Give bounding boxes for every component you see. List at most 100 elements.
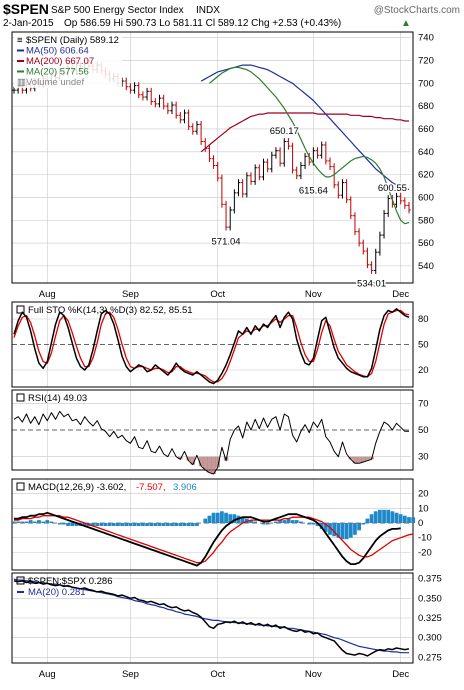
price-legend-entry: $SPEN (Daily) 589.12	[26, 35, 119, 46]
sto-tick-label: 80	[418, 314, 429, 325]
sto-tick-label: 50	[418, 340, 429, 351]
macd-histogram-bar	[353, 523, 357, 535]
macd-histogram-bar	[70, 523, 75, 526]
price-annotation: 600.55	[378, 183, 407, 194]
macd-signal-line	[14, 515, 414, 564]
ma200-line	[200, 112, 409, 153]
macd-histogram-bar	[249, 520, 253, 524]
exchange-label: INDX	[196, 5, 220, 16]
macd-signal-legend: -7.507,	[136, 482, 166, 493]
chart-panels: 540560580600620640660680700720740571.046…	[11, 31, 442, 680]
macd-histogram-bar	[178, 523, 183, 526]
macd-histogram-bar	[82, 523, 87, 526]
macd-histogram-bar	[323, 523, 328, 532]
price-tick-label: 640	[418, 147, 434, 158]
macd-histogram-bar	[294, 520, 299, 524]
month-label: Dec	[392, 289, 409, 300]
macd-histogram-bar	[357, 523, 361, 531]
macd-histogram-bar	[107, 523, 112, 526]
macd-histogram-bar	[261, 523, 266, 525]
sto-k-line	[13, 308, 410, 385]
macd-histogram-bar	[57, 523, 62, 525]
price-annotation: 615.64	[299, 186, 328, 197]
macd-histogram-bar	[319, 523, 324, 529]
macd-histogram-bar	[62, 523, 66, 525]
month-label: Sep	[122, 289, 139, 300]
macd-histogram-bar	[41, 521, 45, 524]
macd-histogram-bar	[344, 523, 349, 540]
price-tick-label: 720	[418, 56, 434, 67]
macd-tick-label: -20	[418, 547, 432, 558]
ratio-tick-label: 0.300	[418, 633, 442, 644]
macd-tick-label: -10	[418, 533, 432, 544]
ratio-ma-legend: MA(20) 0.281	[28, 587, 86, 598]
macd-histogram-bar	[373, 511, 378, 524]
rsi-tick-label: 70	[418, 398, 429, 409]
macd-histogram-bar	[228, 514, 233, 524]
macd-hist-legend: 3.906	[173, 482, 197, 493]
macd-histogram-bar	[74, 523, 79, 526]
macd-tick-label: 10	[418, 503, 429, 514]
macd-histogram-bar	[124, 523, 129, 526]
macd-histogram-bar	[286, 518, 291, 524]
macd-histogram-bar	[91, 523, 95, 526]
stochastic-panel-frame	[11, 301, 414, 388]
price-tick-label: 700	[418, 78, 434, 89]
price-tick-label: 600	[418, 192, 434, 203]
macd-histogram-bar	[20, 521, 25, 524]
watermark: @StockCharts.com	[374, 5, 460, 16]
macd-histogram-bar	[141, 523, 145, 526]
macd-histogram-bar	[165, 523, 170, 526]
price-tick-label: 580	[418, 215, 434, 226]
ratio-tick-label: 0.325	[418, 613, 442, 624]
price-tick-label: 540	[418, 261, 434, 272]
symbol-title: $SPEN	[3, 1, 49, 17]
price-tick-label: 620	[418, 170, 434, 181]
macd-histogram-bar	[361, 523, 366, 525]
macd-histogram-bar	[116, 523, 120, 526]
macd-histogram-bar	[99, 523, 104, 526]
price-tick-label: 660	[418, 124, 434, 135]
macd-histogram-bar	[340, 523, 345, 540]
macd-histogram-bar	[145, 523, 149, 526]
month-label: Oct	[210, 289, 225, 300]
rsi-tick-label: 50	[418, 425, 429, 436]
up-arrow-icon: ▲	[401, 18, 411, 29]
macd-histogram-bar	[290, 520, 295, 524]
price-legend-entry: MA(20) 577.56	[26, 67, 89, 78]
rsi-legend: RSI(14) 49.03	[28, 393, 87, 404]
macd-histogram-bar	[224, 512, 228, 524]
macd-histogram-bar	[190, 523, 195, 526]
sto-d-line	[13, 309, 410, 383]
macd-histogram-bar	[336, 523, 341, 538]
ratio-tick-label: 0.350	[418, 593, 442, 604]
macd-histogram-bar	[311, 523, 316, 525]
macd-histogram-bar	[66, 523, 70, 526]
ma20-line	[209, 66, 410, 225]
bottom-month-label: Nov	[305, 669, 322, 680]
macd-histogram-bar	[95, 523, 100, 526]
macd-histogram-bar	[111, 523, 116, 526]
macd-histogram-bar	[265, 523, 270, 525]
macd-histogram-bar	[332, 523, 337, 537]
macd-histogram-bar	[203, 518, 208, 524]
macd-histogram-bar	[398, 514, 403, 524]
macd-histogram-bar	[195, 523, 199, 526]
price-tick-label: 560	[418, 238, 434, 249]
macd-histogram-bar	[161, 523, 166, 526]
quote-date: 2-Jan-2015	[3, 18, 54, 29]
sto-tick-label: 20	[418, 365, 429, 376]
ratio-panel-frame	[11, 572, 414, 664]
macd-histogram-bar	[382, 509, 386, 524]
macd-line	[14, 511, 401, 567]
price-legend-entry: MA(50) 606.64	[26, 46, 89, 57]
price-legend-entry: MA(200) 667.07	[26, 56, 94, 67]
macd-panel-frame	[11, 478, 414, 571]
macd-legend-box	[16, 482, 25, 491]
ratio-line	[13, 580, 410, 657]
macd-histogram-bar	[149, 523, 154, 526]
price-annotation: 571.04	[212, 236, 241, 247]
macd-histogram-bar	[153, 523, 158, 526]
macd-histogram-bar	[128, 523, 133, 526]
bottom-month-label: Dec	[392, 669, 409, 680]
